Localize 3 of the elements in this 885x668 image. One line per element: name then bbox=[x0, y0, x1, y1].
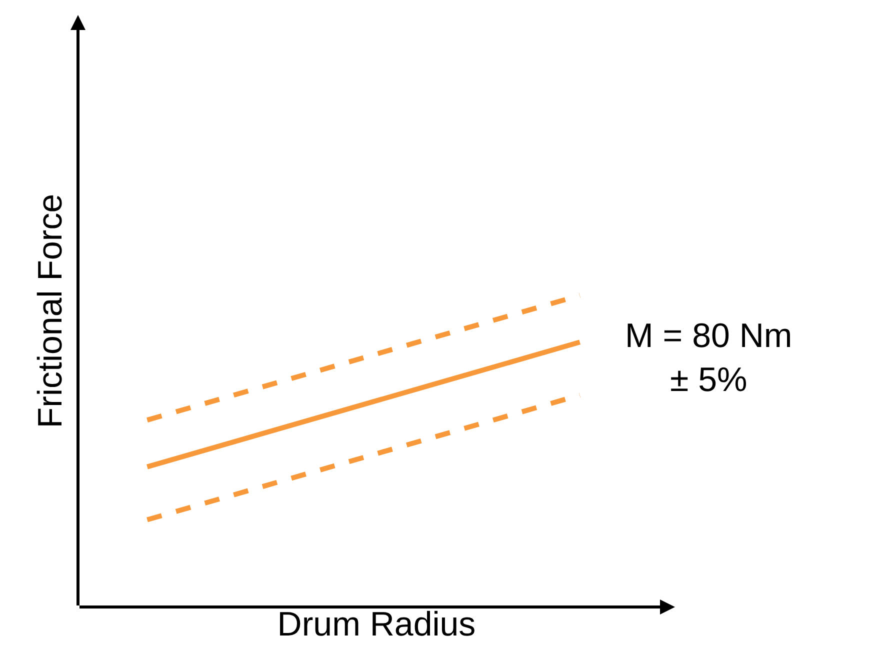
y-axis-title: Frictional Force bbox=[32, 194, 70, 428]
annotation: M = 80 Nm ± 5% bbox=[625, 317, 792, 400]
x-axis-title: Drum Radius bbox=[277, 605, 476, 644]
